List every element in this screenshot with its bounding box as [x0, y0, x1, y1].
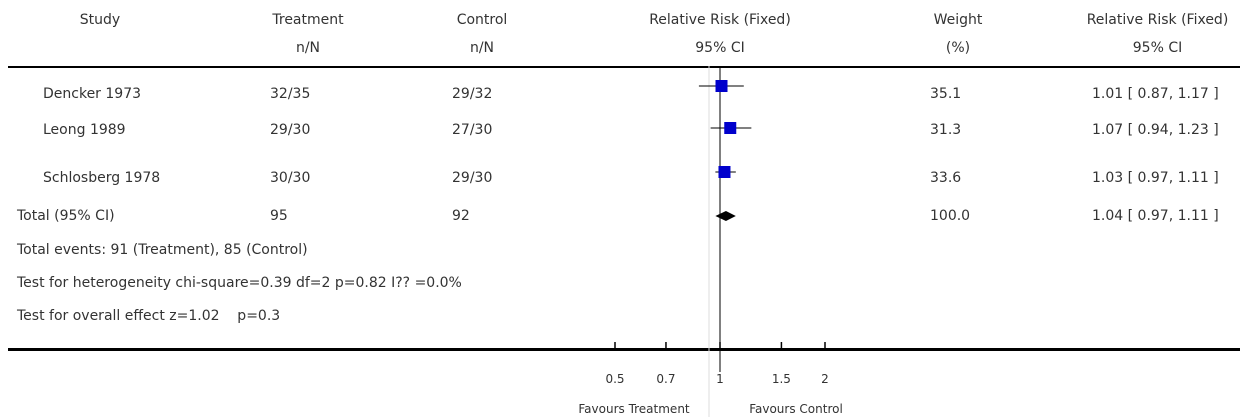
axis-tick-label: 1.5 [772, 372, 791, 386]
ci-text: 1.01 [ 0.87, 1.17 ] [1092, 86, 1219, 102]
effect-marker [715, 80, 728, 92]
axis-tick-label: 0.5 [605, 372, 624, 386]
total-ci-text: 1.04 [ 0.97, 1.11 ] [1092, 208, 1219, 224]
header-treatment: Treatment [272, 12, 344, 28]
overall-effect-note: Test for overall effect z=1.02 p=0.3 [17, 308, 281, 324]
treatment-count: 30/30 [270, 170, 311, 186]
axis-tick-label: 1 [716, 372, 724, 386]
total-weight: 100.0 [930, 208, 971, 224]
total-label: Total (95% CI) [17, 208, 115, 224]
header-treatment-sub: n/N [295, 40, 321, 56]
study-name: Dencker 1973 [43, 86, 142, 102]
control-count: 29/32 [452, 86, 493, 102]
header-control-sub: n/N [469, 40, 495, 56]
heterogeneity-note: Test for heterogeneity chi-square=0.39 d… [17, 275, 462, 291]
study-name: Schlosberg 1978 [43, 170, 161, 186]
ci-text: 1.07 [ 0.94, 1.23 ] [1092, 122, 1219, 138]
pooled-diamond [715, 211, 736, 221]
effect-marker [724, 122, 737, 134]
total-events-note: Total events: 91 (Treatment), 85 (Contro… [17, 242, 308, 258]
total-control: 92 [452, 208, 470, 224]
control-count: 27/30 [452, 122, 493, 138]
study-name: Leong 1989 [43, 122, 126, 138]
header-relative-risk-2-ci: 95% CI [1132, 40, 1183, 56]
bottom-rule [8, 348, 1240, 351]
treatment-count: 32/35 [270, 86, 311, 102]
favours-treatment-label: Favours Treatment [578, 402, 690, 416]
header-weight: Weight [933, 12, 983, 28]
treatment-count: 29/30 [270, 122, 311, 138]
total-treatment: 95 [270, 208, 288, 224]
header-study: Study [79, 12, 121, 28]
effect-marker [718, 166, 731, 178]
header-relative-risk: Relative Risk (Fixed) [649, 12, 791, 28]
weight-value: 31.3 [930, 122, 962, 138]
weight-value: 35.1 [930, 86, 962, 102]
header-relative-risk-2: Relative Risk (Fixed) [1086, 12, 1229, 28]
header-relative-risk-ci: 95% CI [695, 40, 745, 56]
header-weight-sub: (%) [945, 40, 971, 56]
header-rule [8, 66, 1240, 68]
axis-tick-label: 0.7 [656, 372, 675, 386]
weight-value: 33.6 [930, 170, 962, 186]
ci-text: 1.03 [ 0.97, 1.11 ] [1092, 170, 1219, 186]
header-control: Control [456, 12, 508, 28]
control-count: 29/30 [452, 170, 493, 186]
favours-control-label: Favours Control [749, 402, 843, 416]
axis-tick-label: 2 [821, 372, 829, 386]
